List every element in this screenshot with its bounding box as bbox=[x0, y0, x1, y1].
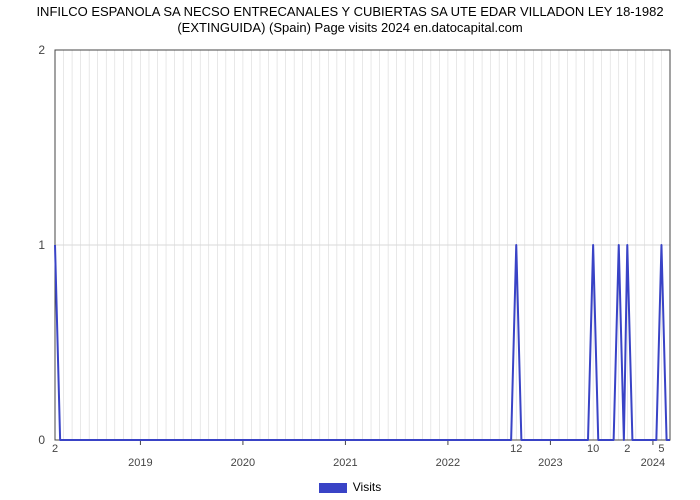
svg-text:5: 5 bbox=[658, 443, 664, 455]
svg-text:2: 2 bbox=[52, 443, 58, 455]
svg-text:10: 10 bbox=[587, 443, 599, 455]
legend-label: Visits bbox=[353, 480, 381, 494]
svg-text:0: 0 bbox=[38, 433, 45, 447]
line-chart: 0122121025201920202021202220232024 bbox=[0, 0, 700, 500]
svg-text:2023: 2023 bbox=[538, 457, 562, 469]
svg-text:2020: 2020 bbox=[231, 457, 255, 469]
svg-text:1: 1 bbox=[38, 238, 45, 252]
legend-swatch bbox=[319, 483, 347, 493]
svg-text:2021: 2021 bbox=[333, 457, 357, 469]
svg-text:2: 2 bbox=[38, 43, 45, 57]
svg-text:12: 12 bbox=[510, 443, 522, 455]
svg-text:2019: 2019 bbox=[128, 457, 152, 469]
svg-text:2: 2 bbox=[624, 443, 630, 455]
svg-text:2022: 2022 bbox=[436, 457, 460, 469]
svg-text:2024: 2024 bbox=[641, 457, 665, 469]
legend: Visits bbox=[0, 480, 700, 494]
